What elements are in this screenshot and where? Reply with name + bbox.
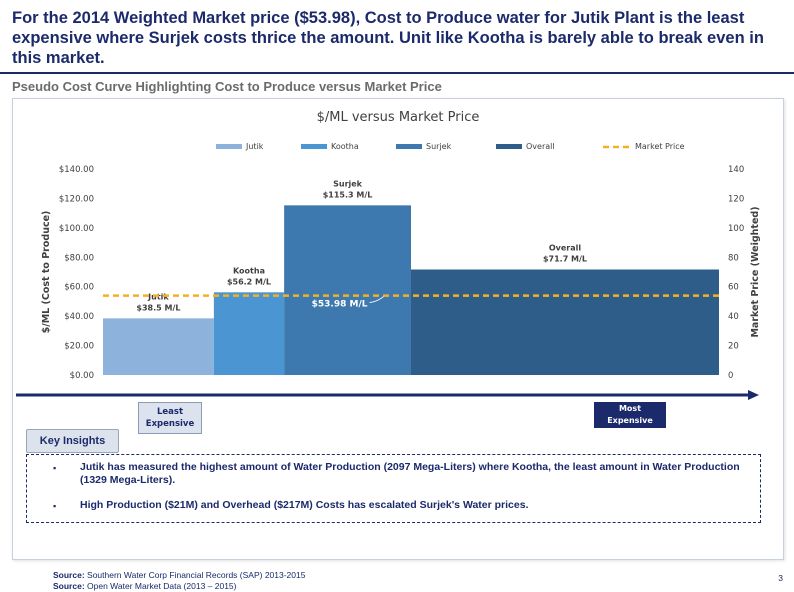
market-price-label: $53.98 M/L [312,300,368,310]
legend-label: Jutik [245,142,264,151]
arrow-head-icon [748,390,759,400]
bar-kootha [213,292,285,375]
legend-swatch-kootha [301,144,327,149]
source-line: Source: Southern Water Corp Financial Re… [53,570,305,581]
bar-label-name: Surjek [333,179,363,188]
y-tick-label: $40.00 [64,312,94,322]
y2-tick-label: 40 [728,312,739,322]
y2-tick-label: 60 [728,283,739,293]
legend-label: Surjek [426,142,452,151]
y-tick-label: $100.00 [59,224,94,234]
y-tick-label: $0.00 [70,371,94,381]
y2-axis-title: Market Price (Weighted) [750,206,761,337]
y-tick-label: $120.00 [59,194,94,204]
y2-tick-label: 120 [728,194,744,204]
y2-tick-label: 20 [728,342,739,352]
bar-label-name: Kootha [233,266,265,275]
y-tick-label: $80.00 [64,253,94,263]
source-label: Source: [53,570,85,580]
bar-label-value: $56.2 M/L [227,277,271,286]
bar-label-name: Jutik [147,292,169,301]
bullet-icon: ▪ [53,501,57,511]
source-text: Open Water Market Data (2013 – 2015) [87,581,237,591]
headline-rule [0,72,794,74]
insight-item: High Production ($21M) and Overhead ($21… [80,499,529,511]
least-expensive-tag: Least Expensive [138,402,202,434]
legend-label: Kootha [331,142,359,151]
headline: For the 2014 Weighted Market price ($53.… [12,9,764,67]
bar-label-value: $115.3 M/L [323,190,373,199]
y-tick-label: $60.00 [64,283,94,293]
most-expensive-line2: Expensive [607,416,653,425]
y-axis-title: $/ML (Cost to Produce) [41,211,52,334]
legend-swatch-overall [496,144,522,149]
y2-tick-label: 140 [728,165,744,175]
sources: Source: Southern Water Corp Financial Re… [53,570,305,592]
chart-panel: $/ML versus Market Price $0.00 $20.00 $40.… [12,98,784,560]
market-price-callout [369,296,384,303]
bar-overall [411,269,719,375]
key-insights-box: ▪ Jutik has measured the highest amount … [26,454,761,523]
legend-swatch-surjek [396,144,422,149]
chart-subtitle: Pseudo Cost Curve Highlighting Cost to P… [12,79,442,94]
cost-curve-chart: $0.00 $20.00 $40.00 $60.00 $80.00 $100.00 $120… [16,142,761,400]
bar-label-value: $71.7 M/L [543,254,587,263]
insight-item: Jutik has measured the highest amount of… [80,461,740,486]
bar-label-name: Overall [549,243,582,252]
y-tick-label: $140.00 [59,165,94,175]
bullet-icon: ▪ [53,463,57,473]
bar-jutik [103,318,214,375]
y2-tick-label: 0 [728,371,733,381]
least-expensive-line1: Least [156,407,184,417]
source-label: Source: [53,581,85,591]
bar-surjek [284,205,411,375]
page-number: 3 [778,573,783,583]
source-line: Source: Open Water Market Data (2013 – 2… [53,581,305,592]
y2-tick-label: 80 [728,253,739,263]
bar-label-value: $38.5 M/L [136,303,180,312]
y-tick-label: $20.00 [64,342,94,352]
legend-swatch-jutik [216,144,242,149]
least-expensive-line2: Expensive [145,419,195,429]
chart-title: $/ML versus Market Price [316,110,480,125]
legend-label: Overall [526,142,555,151]
legend-label: Market Price [635,142,685,151]
most-expensive-tag: Most Expensive [594,402,666,428]
key-insights-button[interactable]: Key Insights [26,429,119,453]
y2-tick-label: 100 [728,224,744,234]
source-text: Southern Water Corp Financial Records (S… [87,570,306,580]
most-expensive-line1: Most [618,404,642,413]
